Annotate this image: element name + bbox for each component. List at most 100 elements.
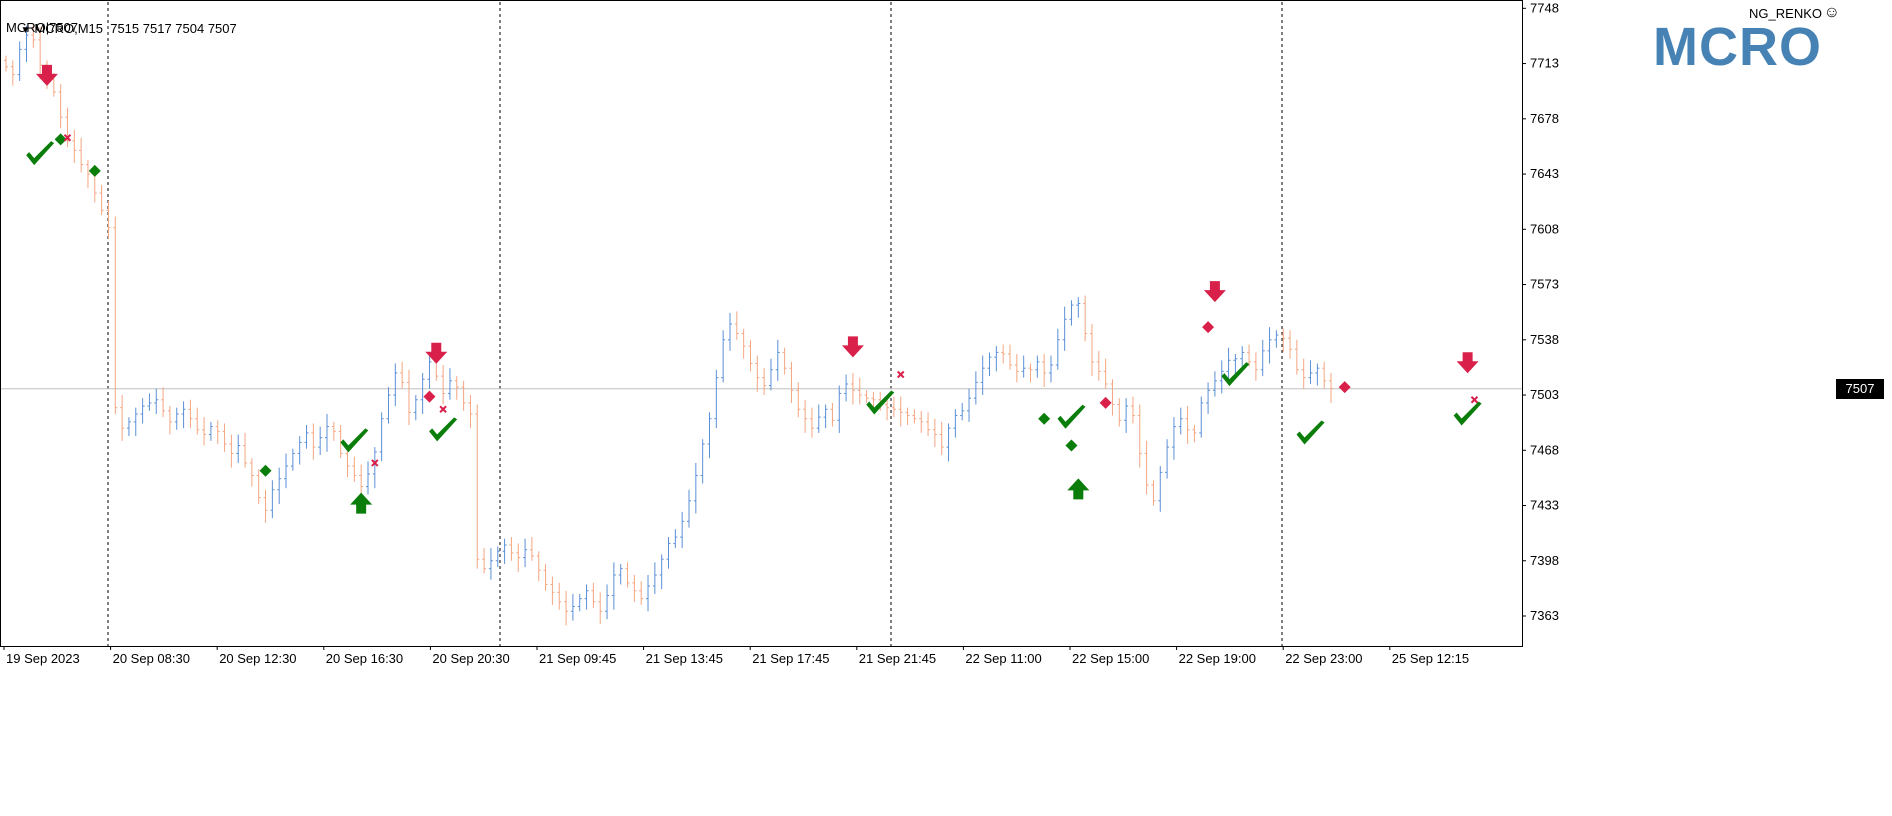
- price-bar: [830, 402, 835, 427]
- arrow-up-icon: [350, 492, 373, 514]
- price-bar: [99, 185, 104, 216]
- price-bar: [584, 584, 589, 610]
- price-bar: [775, 339, 780, 381]
- price-bar: [1233, 353, 1238, 375]
- price-bar: [229, 434, 234, 468]
- price-bar: [338, 425, 343, 459]
- check-icon: [1453, 401, 1482, 426]
- y-tick-label: 7678: [1530, 111, 1559, 126]
- price-bar: [318, 426, 323, 456]
- price-bar: [304, 425, 309, 449]
- price-bar: [447, 368, 452, 400]
- price-bar: [1117, 398, 1122, 427]
- price-bar: [427, 353, 432, 389]
- price-bar: [379, 412, 384, 462]
- price-bar: [523, 538, 528, 568]
- price-bar: [1042, 353, 1047, 388]
- price-bar: [4, 55, 8, 72]
- price-bar: [680, 511, 685, 549]
- price-bar: [898, 396, 903, 427]
- collapse-triangle-icon[interactable]: ▼: [20, 25, 31, 36]
- price-bar: [987, 352, 992, 377]
- price-bar: [24, 25, 29, 62]
- arrow-down-icon: [35, 64, 58, 86]
- price-bar: [236, 434, 241, 463]
- check-icon: [1296, 420, 1325, 445]
- price-bar: [311, 423, 316, 460]
- price-bar: [215, 420, 220, 444]
- price-bar: [953, 409, 958, 438]
- price-bar: [727, 312, 732, 351]
- cross-stroke: [371, 459, 379, 467]
- price-bar: [38, 27, 43, 80]
- price-bar: [284, 453, 289, 489]
- price-bar: [687, 489, 691, 528]
- price-bar: [208, 421, 213, 441]
- price-bar: [1048, 355, 1053, 383]
- price-bar: [734, 311, 739, 340]
- price-bar: [126, 417, 131, 437]
- price-bar: [495, 546, 500, 568]
- cross-icon: [897, 370, 905, 379]
- y-tick-label: 7608: [1530, 221, 1559, 236]
- price-bar: [297, 436, 302, 465]
- x-tick-label: 22 Sep 11:00: [965, 651, 1041, 666]
- price-bar: [263, 489, 268, 523]
- price-axis[interactable]: 7748 7713 7678 7643 7608 7573 7538 7503 7468 7433…: [1522, 0, 1559, 623]
- price-bar: [202, 417, 207, 446]
- price-bar: [543, 563, 548, 591]
- price-bar: [1089, 324, 1094, 377]
- price-bar: [454, 376, 459, 400]
- price-bar: [413, 395, 418, 421]
- price-bar: [1281, 328, 1286, 353]
- chart-header-symbol[interactable]: ▼ MCRO,M15 7515 7517 7504 7507: [6, 6, 236, 53]
- price-bar: [509, 537, 514, 561]
- x-tick-label: 21 Sep 21:45: [859, 651, 936, 666]
- price-bar: [1130, 396, 1135, 424]
- y-tick-label: 7573: [1530, 277, 1559, 292]
- price-bar: [516, 543, 521, 572]
- price-bar: [1294, 339, 1299, 375]
- price-bar: [796, 382, 801, 418]
- chart-frame: [0, 0, 1523, 647]
- x-tick-label: 22 Sep 19:00: [1179, 651, 1256, 666]
- price-bar: [174, 407, 179, 430]
- price-bar: [133, 407, 138, 437]
- check-icon: [1221, 362, 1250, 387]
- price-bar: [1137, 404, 1142, 468]
- cross-stroke: [439, 405, 447, 413]
- indicator-name[interactable]: NG_RENKO: [1749, 6, 1822, 21]
- price-bar: [707, 412, 712, 459]
- price-bar: [1014, 353, 1019, 383]
- time-axis[interactable]: 19 Sep 2023 20 Sep 08:30 20 Sep 12:30 20 Se…: [3, 646, 1469, 666]
- price-bar: [605, 584, 610, 620]
- price-bar: [154, 388, 159, 414]
- price-bar: [10, 60, 15, 86]
- price-bar: [372, 447, 377, 489]
- price-bar: [912, 409, 917, 424]
- price-bar: [188, 399, 193, 429]
- y-tick-label: 7398: [1530, 553, 1559, 568]
- price-bar: [1124, 398, 1129, 433]
- price-bar: [932, 418, 937, 448]
- price-bar: [960, 402, 965, 421]
- price-bar: [973, 371, 978, 405]
- price-bar: [625, 562, 630, 588]
- price-bar: [167, 406, 172, 435]
- price-bar: [1076, 297, 1081, 318]
- x-tick-label: 20 Sep 16:30: [326, 651, 403, 666]
- price-bar: [741, 328, 746, 359]
- price-bar: [65, 107, 70, 148]
- cross-stroke: [63, 134, 72, 142]
- price-bar: [331, 421, 336, 441]
- smiley-icon[interactable]: ☺: [1823, 4, 1840, 21]
- x-tick-label: 20 Sep 20:30: [432, 651, 509, 666]
- red-diamond-icon: [423, 390, 436, 403]
- price-bar: [789, 361, 794, 403]
- price-bar: [557, 582, 562, 610]
- price-bar: [290, 448, 295, 471]
- price-bar: [1322, 361, 1327, 389]
- price-bar: [1212, 371, 1217, 397]
